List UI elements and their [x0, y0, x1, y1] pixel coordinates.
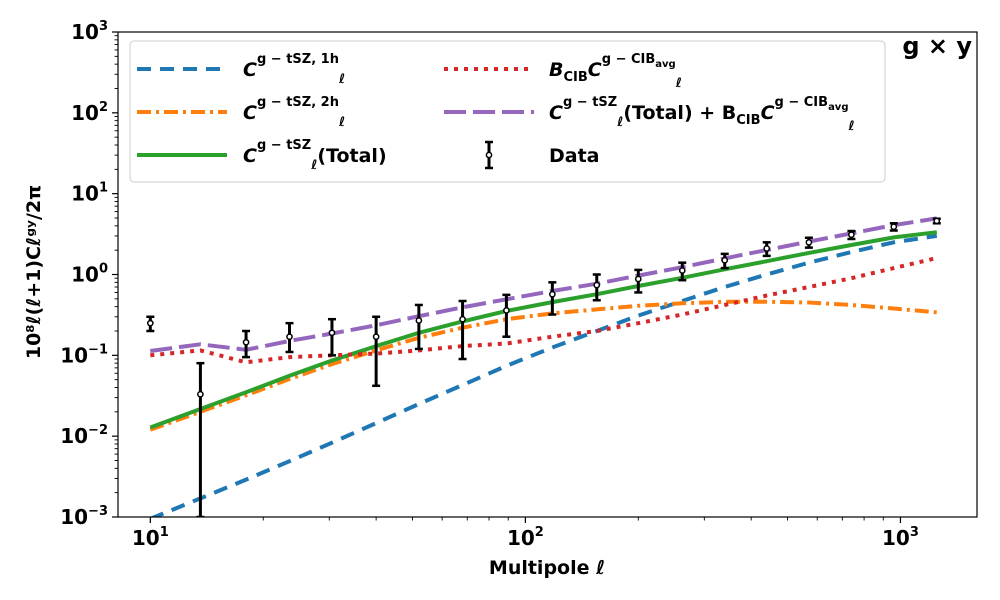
- plot-frame: [117, 31, 978, 518]
- y-tick-label: 103: [71, 19, 108, 44]
- y-tick-label: 10−3: [60, 504, 108, 529]
- x-tick-label: 102: [507, 525, 544, 550]
- y-tick-label: 10−2: [60, 423, 108, 448]
- legend-label: BCIBCg − CIBavgℓ: [549, 52, 682, 91]
- data-point: [548, 290, 556, 298]
- x-tick-label: 101: [132, 525, 169, 550]
- data-point: [848, 231, 855, 239]
- legend-handle-point: [485, 151, 493, 159]
- data-point: [242, 338, 250, 346]
- data-point: [805, 238, 813, 246]
- data-point: [678, 267, 686, 274]
- data-point: [890, 223, 898, 231]
- legend-label: Cg − tSZℓ(Total): [243, 138, 387, 173]
- y-tick-label: 101: [71, 181, 108, 206]
- legend: Cg − tSZ, 1hℓ BCIBCg − CIBavgℓ Cg − tSZ, 2…: [129, 40, 886, 183]
- y-tick-label: 100: [71, 262, 108, 287]
- data-point: [933, 217, 941, 225]
- legend-label: Cg − tSZ, 1hℓ: [243, 52, 345, 87]
- data-point: [593, 281, 601, 289]
- legend-label: Cg − tSZℓ(Total) + BCIBCg − CIBavgℓ: [549, 95, 855, 134]
- data-points-layer: [146, 217, 941, 517]
- y-axis-label: 10⁸ℓ(ℓ+1)Cℓᵍʸ/2π: [23, 185, 45, 359]
- data-point: [372, 333, 380, 341]
- data-point: [459, 315, 466, 323]
- series-line-4: [150, 256, 938, 365]
- data-point: [721, 256, 729, 264]
- data-point: [146, 319, 154, 327]
- plot-annotation: g × y: [902, 32, 972, 60]
- data-point: [328, 329, 336, 337]
- series-line-1: [149, 233, 938, 517]
- x-axis-label: Multipole ℓ: [489, 557, 605, 579]
- x-tick-label: 103: [882, 525, 919, 550]
- y-tick-label: 102: [71, 100, 108, 125]
- data-point: [197, 390, 204, 398]
- legend-label: Data: [549, 145, 600, 167]
- data-point: [763, 245, 771, 252]
- data-point: [286, 333, 293, 341]
- data-point: [634, 275, 642, 283]
- data-point: [503, 307, 510, 314]
- y-tick-label: 10−1: [60, 342, 108, 367]
- series-line-2: [149, 299, 937, 432]
- legend-label: Cg − tSZ, 2hℓ: [243, 95, 345, 130]
- axis-ticks: 101 102 103 10−3 10−2 10−1 100 101 102 103: [60, 19, 919, 550]
- data-point: [415, 317, 423, 324]
